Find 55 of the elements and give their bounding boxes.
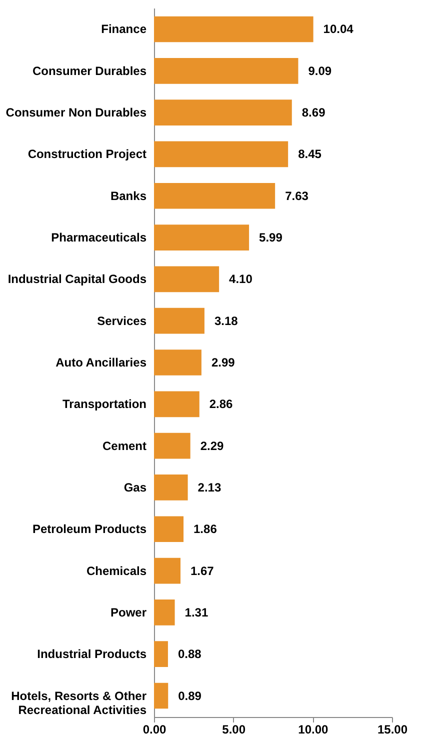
x-tick-label: 15.00 <box>377 722 408 736</box>
data-label: 5.99 <box>259 230 283 245</box>
data-label: 9.09 <box>308 64 332 78</box>
data-label: 8.45 <box>298 147 322 162</box>
bar <box>154 182 276 209</box>
y-tick-label: Finance <box>101 22 147 36</box>
data-label: 4.10 <box>229 272 253 286</box>
y-tick-label: Hotels, Resorts & Other Recreational Activities <box>11 688 147 717</box>
y-tick-label: Consumer Durables <box>32 64 147 78</box>
bar <box>154 308 204 334</box>
data-label: 3.18 <box>214 314 238 328</box>
data-label: 0.89 <box>178 688 202 703</box>
y-tick-label: Gas <box>124 480 147 494</box>
bar <box>154 641 168 668</box>
bar <box>154 224 250 250</box>
y-tick-label: Petroleum Products <box>32 522 147 536</box>
x-tick-label: 0.00 <box>142 722 166 736</box>
bar <box>154 558 180 584</box>
data-label: 0.88 <box>178 647 202 662</box>
x-tick-label: 5.00 <box>222 722 246 736</box>
x-tick-label: 10.00 <box>298 722 329 736</box>
bar <box>154 58 298 84</box>
bar <box>154 600 175 626</box>
data-label: 1.67 <box>190 564 214 578</box>
y-tick-label: Services <box>97 314 147 328</box>
data-label: 2.86 <box>209 397 234 412</box>
data-label: 2.29 <box>200 438 224 453</box>
bar <box>154 391 200 418</box>
bar <box>154 100 292 126</box>
data-label: 10.04 <box>323 22 354 36</box>
bar <box>154 682 168 709</box>
y-tick-label: Banks <box>110 188 147 203</box>
y-tick-label: Industrial Capital Goods <box>8 272 147 286</box>
bar <box>154 350 202 376</box>
y-tick-label: Power <box>110 605 147 620</box>
y-tick-label: Transportation <box>62 397 146 412</box>
bar <box>154 16 314 42</box>
y-tick-label: Industrial Products <box>37 647 147 662</box>
y-tick-label: Consumer Non Durables <box>6 106 147 120</box>
data-label: 7.63 <box>285 188 309 203</box>
data-label: 1.31 <box>184 605 208 620</box>
y-tick-label: Pharmaceuticals <box>51 230 147 245</box>
data-label: 2.99 <box>211 356 236 370</box>
bar <box>154 474 188 500</box>
data-label: 1.86 <box>194 522 218 536</box>
bar <box>154 516 184 542</box>
y-tick-label: Construction Project <box>28 147 146 162</box>
bar <box>154 141 288 168</box>
bar <box>154 266 220 292</box>
data-label: 8.69 <box>302 106 326 120</box>
y-tick-label: Chemicals <box>86 564 147 578</box>
y-tick-label: Auto Ancillaries <box>56 356 147 370</box>
y-tick-label: Cement <box>102 438 146 453</box>
data-label: 2.13 <box>198 480 222 494</box>
bar <box>154 432 190 459</box>
